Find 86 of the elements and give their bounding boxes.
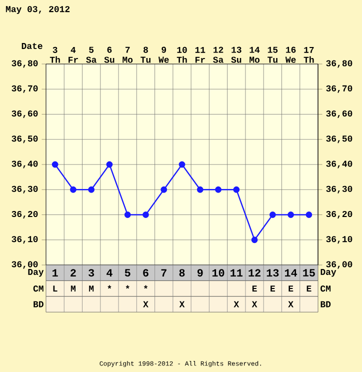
text: 13: [266, 269, 279, 277]
point: [196, 186, 204, 193]
x-tick-label: 17 Th: [304, 46, 314, 63]
text: Day: [320, 268, 336, 277]
point: [215, 186, 222, 193]
text: 10: [212, 269, 224, 277]
text: 4: [106, 269, 112, 276]
y2-tick-label: 36,40: [326, 160, 352, 168]
text: 6: [143, 269, 148, 277]
point: [160, 186, 168, 193]
x-tick-label: 7 Mo: [122, 46, 133, 63]
x-tick-label: 13 Su: [231, 46, 242, 63]
text: X: [179, 301, 185, 308]
text: BD: [34, 301, 44, 308]
chart-title: May 03, 2012: [6, 6, 70, 14]
text: 8: [179, 269, 185, 277]
text: X: [143, 301, 148, 308]
y-tick-label: 36,70: [12, 85, 38, 93]
text: Date: [22, 42, 42, 50]
point: [106, 161, 113, 168]
text: *: [108, 285, 112, 289]
text: CM: [33, 286, 44, 292]
text: M: [70, 286, 76, 292]
y-tick-label: 36,20: [12, 210, 38, 219]
text: 7: [161, 269, 166, 276]
x-tick-label: 14 Mo: [250, 46, 260, 63]
y2-tick-label: 36,50: [326, 136, 352, 144]
point: [233, 186, 240, 193]
y-tick-label: 36,80: [12, 60, 38, 68]
x-tick-label: 6 Su: [104, 46, 114, 63]
point: [88, 186, 95, 193]
point: [124, 212, 131, 218]
x-tick-label: 11 Fr: [195, 46, 206, 63]
y2-tick-label: 36,20: [326, 210, 352, 219]
point: [178, 161, 186, 168]
y2-tick-label: 36,10: [326, 236, 352, 244]
text: CM: [320, 286, 331, 292]
point: [52, 161, 58, 168]
x-tick-label: 15 Tu: [268, 46, 278, 63]
text: E: [270, 286, 275, 292]
y-tick-label: 36,60: [12, 110, 38, 118]
text: 1: [52, 269, 58, 276]
y2-tick-label: 36,60: [326, 110, 352, 118]
text: BD: [320, 301, 331, 308]
text: 15: [303, 269, 315, 277]
text: E: [252, 286, 257, 292]
text: 2: [70, 269, 76, 277]
text: 3: [88, 269, 94, 277]
text: E: [306, 286, 312, 292]
x-tick-label: 5 Sa: [86, 46, 96, 63]
x-tick-label: 9 We: [158, 46, 169, 63]
text: 11: [230, 269, 243, 276]
y2-tick-label: 36,00: [326, 261, 352, 269]
x-tick-label: 10 Th: [176, 46, 187, 63]
x-tick-label: 12 Sa: [213, 46, 224, 63]
text: *: [144, 285, 148, 289]
point: [288, 212, 294, 218]
y2-tick-label: 36,70: [326, 85, 352, 93]
text: X: [288, 301, 294, 308]
y-tick-label: 36,00: [12, 261, 38, 269]
y-tick-label: 36,40: [12, 160, 38, 168]
y2-tick-label: 36,30: [326, 186, 352, 194]
point: [70, 186, 76, 193]
text: L: [53, 286, 58, 292]
y-tick-label: 36,10: [12, 236, 38, 244]
point: [269, 212, 276, 218]
point: [251, 236, 258, 244]
text: 14: [284, 269, 298, 276]
y-tick-label: 36,30: [12, 186, 38, 194]
x-tick-label: 3 Th: [50, 46, 60, 63]
text: *: [126, 285, 130, 289]
point: [142, 212, 149, 218]
text: 12: [248, 269, 260, 277]
x-tick-label: 8 Tu: [140, 46, 150, 63]
text: Day: [28, 268, 44, 277]
text: 5: [124, 269, 130, 277]
y-tick-label: 36,50: [12, 136, 38, 144]
text: X: [234, 301, 240, 308]
x-tick-label: 4 Fr: [68, 46, 78, 63]
point: [306, 212, 312, 218]
text: M: [89, 286, 94, 292]
y2-tick-label: 36,80: [326, 60, 352, 68]
text: 9: [197, 269, 203, 277]
text: X: [252, 301, 258, 308]
text: E: [288, 286, 294, 292]
x-tick-label: 16 We: [285, 46, 296, 63]
